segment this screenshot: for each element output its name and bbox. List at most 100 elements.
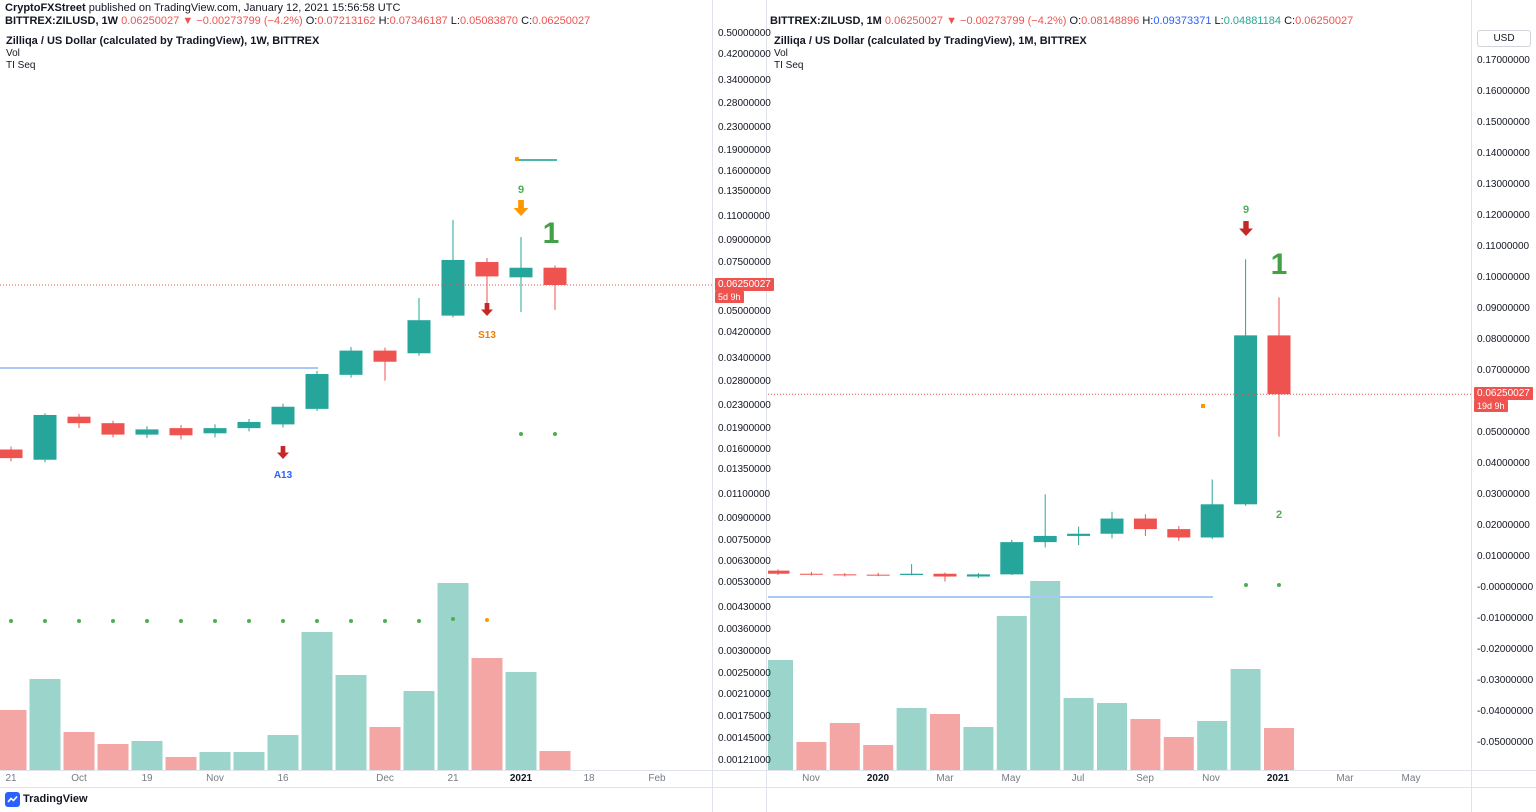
wave-one-label: 1 <box>1271 248 1288 281</box>
signal-arrow-s13 <box>481 303 493 316</box>
seq-flag <box>515 157 519 161</box>
seq-dot <box>451 617 455 621</box>
logo-chart-line <box>7 795 18 803</box>
time-axis-label: Feb <box>648 773 666 784</box>
candle-body <box>373 350 397 362</box>
volume-bar <box>896 708 927 770</box>
price-axis-label: -0.01000000 <box>1477 613 1534 624</box>
last-price: 0.06250027 <box>884 15 944 27</box>
volume-bar <box>1163 737 1194 770</box>
price-axis-label: 0.42000000 <box>718 48 771 60</box>
candle-body <box>271 406 295 425</box>
candle-body <box>1133 518 1157 530</box>
chart-title[interactable]: Zilliqa / US Dollar (calculated by Tradi… <box>6 35 320 47</box>
candle-body <box>933 573 957 577</box>
monthly-chart-canvas[interactable]: 912Nov2020MarMayJulSepNov2021MarMayJul <box>768 0 1471 812</box>
candle-body <box>1033 535 1057 543</box>
currency-unit-button[interactable]: USD <box>1477 30 1531 47</box>
candle-body <box>768 570 790 574</box>
candle-body <box>33 414 57 460</box>
open-label: O: <box>305 15 318 27</box>
volume-bar <box>829 723 860 770</box>
high-label: H: <box>378 15 390 27</box>
candle-body <box>203 428 227 434</box>
seq-dot <box>1244 583 1248 587</box>
price-axis-label: 0.00630000 <box>718 556 771 568</box>
price-axis-label: 0.02000000 <box>1477 520 1530 531</box>
price-axis-label: 0.28000000 <box>718 97 771 109</box>
seq-dot <box>485 618 489 622</box>
candle-body <box>833 574 857 576</box>
volume-bar <box>233 752 265 770</box>
candle-body <box>543 267 567 285</box>
price-axis-label: 0.00530000 <box>718 576 771 588</box>
price-change: −0.00273799 (−4.2%) <box>196 15 303 27</box>
time-axis-label: Oct <box>71 773 87 784</box>
volume-bar <box>0 710 27 770</box>
volume-bar <box>1264 728 1294 770</box>
high-value: 0.09373371 <box>1153 15 1212 27</box>
price-axis-label: 0.15000000 <box>1477 117 1530 128</box>
candle-body <box>135 429 159 435</box>
volume-indicator-label[interactable]: Vol <box>774 48 788 59</box>
tiseq-indicator-label[interactable]: TI Seq <box>6 60 36 71</box>
candle-body <box>1167 529 1191 538</box>
price-axis-label: 0.09000000 <box>718 234 771 246</box>
candle-body <box>67 416 91 424</box>
monthly-symbol-line: BITTREX:ZILUSD, 1M 0.06250027 ▼ −0.00273… <box>770 15 1353 27</box>
price-axis-label: 0.12000000 <box>1477 210 1530 221</box>
price-axis-label: 0.11000000 <box>1477 241 1530 252</box>
publish-info-text: published on TradingView.com, January 12… <box>85 2 401 14</box>
a13-label: A13 <box>274 470 293 481</box>
weekly-chart-canvas[interactable]: 9 A13 S13 1 21 Oct 19 Nov 16 Dec 21 2021 18 Feb <box>0 0 712 812</box>
footer-separator <box>0 787 1536 788</box>
volume-bar <box>267 735 299 770</box>
time-axis-label: 16 <box>277 773 289 784</box>
seq-dot <box>281 619 285 623</box>
seq-dot <box>553 432 557 436</box>
price-axis-label: -0.05000000 <box>1477 737 1534 748</box>
candle-body <box>0 449 23 459</box>
candle-body <box>1067 533 1091 536</box>
bar-close-countdown: 5d 9h <box>715 290 744 303</box>
candle-body <box>1000 542 1024 575</box>
candle-body <box>1234 335 1258 505</box>
volume-bar <box>1197 721 1228 770</box>
close-value: 0.06250027 <box>532 15 591 27</box>
price-axis-label: 0.00175000 <box>718 710 771 722</box>
time-axis-label: 21 <box>5 773 17 784</box>
time-axis-label: May <box>1402 773 1421 784</box>
seq-dot <box>349 619 353 623</box>
price-axis-label: 0.02300000 <box>718 399 771 411</box>
price-axis-label: 0.05000000 <box>718 305 771 317</box>
price-axis-label: 0.14000000 <box>1477 148 1530 159</box>
tiseq-indicator-label[interactable]: TI Seq <box>774 60 804 71</box>
price-axis-label: 0.16000000 <box>1477 86 1530 97</box>
price-axis-label: 0.01000000 <box>1477 551 1530 562</box>
volume-bar <box>369 727 401 770</box>
price-axis-label: 0.05000000 <box>1477 427 1530 438</box>
volume-bar <box>768 660 793 770</box>
candle-body <box>1267 335 1291 395</box>
tradingview-brand[interactable]: TradingView <box>23 793 88 805</box>
seq-dot <box>77 619 81 623</box>
volume-indicator-label[interactable]: Vol <box>6 48 20 59</box>
price-axis-label: 0.00360000 <box>718 623 771 635</box>
price-axis-label: -0.02000000 <box>1477 644 1534 655</box>
weekly-price-axis[interactable]: 0.50000000 0.42000000 0.34000000 0.28000000… <box>712 0 774 812</box>
price-axis-label: 0.07000000 <box>1477 365 1530 376</box>
price-axis-label: 0.50000000 <box>718 27 771 39</box>
time-axis-label: 18 <box>583 773 595 784</box>
publisher-name: CryptoFXStreet <box>5 2 86 14</box>
monthly-price-axis[interactable]: USD 0.17000000 0.16000000 0.15000000 0.1400… <box>1471 0 1536 812</box>
candle-body <box>1200 504 1224 538</box>
candle-body <box>1100 518 1124 534</box>
seq-dot <box>111 619 115 623</box>
chart-title[interactable]: Zilliqa / US Dollar (calculated by Tradi… <box>774 35 1087 47</box>
tradingview-logo[interactable] <box>5 792 20 807</box>
price-axis-label: 0.01600000 <box>718 443 771 455</box>
price-change: −0.00273799 (−4.2%) <box>960 15 1067 27</box>
time-axis-label: May <box>1002 773 1021 784</box>
volume-bar <box>1230 669 1261 770</box>
